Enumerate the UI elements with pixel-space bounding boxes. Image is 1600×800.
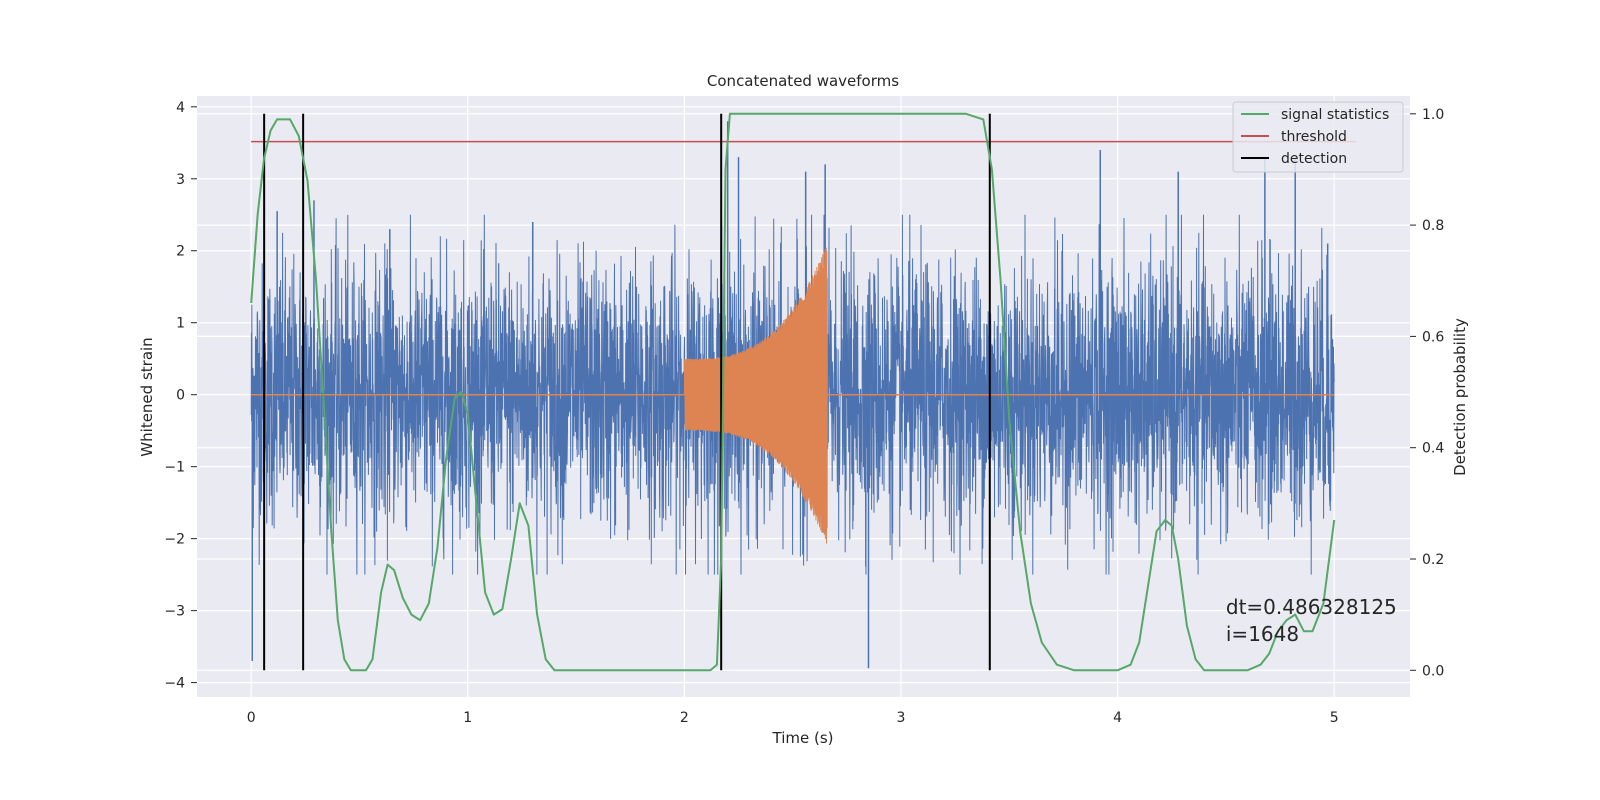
y-tick-label: −2 [164, 532, 185, 548]
y-tick-label: 3 [176, 172, 185, 188]
y-axis-label: Whitened strain [138, 337, 156, 456]
template-chirp [683, 247, 828, 544]
x-axis-label: Time (s) [772, 729, 834, 747]
legend-label-threshold: threshold [1281, 129, 1347, 145]
y-tick-label: 1 [176, 316, 185, 332]
legend: signal statistics threshold detection [1232, 101, 1404, 173]
y-tick-label: 4 [176, 100, 185, 116]
x-tick-label: 0 [247, 710, 256, 726]
series-signal-statistics [250, 112, 1336, 672]
y-tick-label: 0 [176, 388, 185, 404]
legend-label-signal-statistics: signal statistics [1281, 107, 1389, 123]
annotation-line: dt=0.486328125 [1226, 595, 1397, 619]
ticks: 0 1 2 3 4 5 −4 −3 −2 −1 0 1 2 3 4 0.0 0.2 0.4 0.6 0.8 1.0 [164, 100, 1444, 726]
annotation-line: i=1648 [1226, 622, 1299, 646]
y2-tick-label: 0.6 [1422, 329, 1444, 345]
y-tick-label: −1 [164, 460, 185, 476]
y2-tick-label: 0.4 [1422, 441, 1444, 457]
y-tick-label: 2 [176, 244, 185, 260]
y-tick-label: −4 [164, 676, 185, 692]
y2-tick-label: 1.0 [1422, 107, 1444, 123]
y2-tick-label: 0.8 [1422, 218, 1444, 234]
x-tick-label: 4 [1113, 710, 1122, 726]
y2-tick-label: 0.2 [1422, 552, 1444, 568]
x-tick-label: 1 [463, 710, 472, 726]
x-tick-label: 3 [897, 710, 906, 726]
annotation: dt=0.486328125 i=1648 [1226, 595, 1397, 646]
y2-axis-label: Detection probability [1451, 318, 1469, 476]
legend-box [1232, 101, 1404, 173]
x-tick-label: 5 [1330, 710, 1339, 726]
series-layer [250, 112, 1356, 672]
legend-label-detection: detection [1281, 151, 1347, 167]
y-tick-label: −3 [164, 604, 185, 620]
chart-title: Concatenated waveforms [707, 72, 899, 90]
plot-area [250, 112, 1356, 672]
y2-tick-label: 0.0 [1422, 663, 1444, 679]
x-tick-label: 2 [680, 710, 689, 726]
